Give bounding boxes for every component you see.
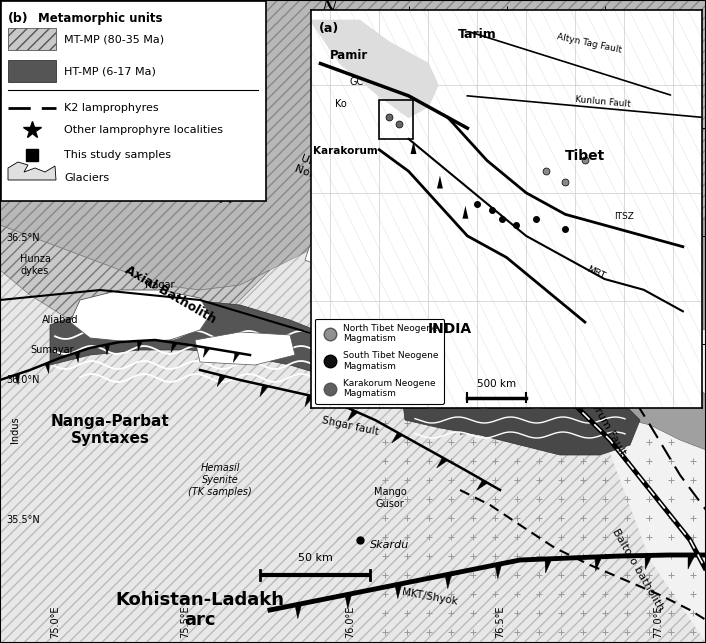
Bar: [379, 100, 414, 139]
Text: Tarim: Tarim: [457, 28, 496, 41]
Text: Glaciers: Glaciers: [64, 173, 109, 183]
Text: 76.5°E: 76.5°E: [495, 606, 505, 638]
Text: Karakorum Fault: Karakorum Fault: [573, 373, 627, 457]
Text: Other lamprophyre localities: Other lamprophyre localities: [64, 125, 223, 135]
Polygon shape: [311, 21, 438, 118]
Polygon shape: [445, 574, 452, 589]
Bar: [8, 60, 56, 82]
Polygon shape: [316, 25, 344, 80]
Text: Hemasil
Syenite
(TK samples): Hemasil Syenite (TK samples): [188, 464, 252, 496]
Text: Karakorum: Karakorum: [313, 146, 377, 156]
Legend: North Tibet Neogene
Magmatism, South Tibet Neogene
Magmatism, Karakorum Neogene
: North Tibet Neogene Magmatism, South Tib…: [315, 318, 444, 404]
Text: HT-MP (6-17 Ma): HT-MP (6-17 Ma): [64, 66, 156, 76]
Text: (a): (a): [318, 22, 339, 35]
Text: undifferentiated
tibetan
crust: undifferentiated tibetan crust: [552, 264, 668, 307]
Text: This study samples: This study samples: [64, 150, 171, 160]
Polygon shape: [295, 604, 302, 619]
Polygon shape: [15, 374, 20, 385]
Text: BD109: BD109: [376, 359, 406, 368]
Text: Metamorphic units: Metamorphic units: [38, 12, 162, 25]
Text: ITSZ: ITSZ: [614, 212, 634, 221]
Text: Altyn Tag Fault: Altyn Tag Fault: [556, 32, 622, 55]
Text: BD52: BD52: [456, 359, 480, 368]
Polygon shape: [462, 206, 468, 219]
Polygon shape: [400, 375, 640, 455]
Polygon shape: [392, 433, 402, 443]
Text: 75.0°E: 75.0°E: [50, 606, 60, 638]
Text: 75.5°E: 75.5°E: [180, 605, 190, 638]
Text: Aliabad: Aliabad: [42, 315, 78, 325]
Polygon shape: [195, 332, 295, 365]
Text: BD83: BD83: [511, 361, 535, 370]
Polygon shape: [347, 410, 358, 421]
Text: Axial Batholith: Axial Batholith: [122, 264, 218, 327]
Text: BD91: BD91: [476, 341, 501, 350]
Polygon shape: [305, 395, 313, 407]
Polygon shape: [395, 584, 402, 599]
Polygon shape: [495, 564, 502, 579]
Text: Baltoro batholith: Baltoro batholith: [611, 527, 666, 613]
Polygon shape: [345, 593, 352, 609]
Text: 36.5°N: 36.5°N: [6, 233, 40, 243]
Polygon shape: [0, 225, 270, 350]
Text: K2 lamprophyres: K2 lamprophyres: [64, 103, 159, 113]
Text: Nanga-Parbat
Syntaxes: Nanga-Parbat Syntaxes: [51, 414, 169, 446]
Text: BD79: BD79: [506, 321, 530, 330]
Polygon shape: [138, 341, 143, 351]
Polygon shape: [50, 300, 650, 418]
Polygon shape: [411, 141, 417, 154]
Text: Mango
Gusor: Mango Gusor: [373, 487, 407, 509]
Polygon shape: [316, 25, 330, 80]
Polygon shape: [0, 0, 706, 290]
Polygon shape: [234, 352, 240, 363]
Polygon shape: [203, 347, 210, 358]
Polygon shape: [305, 240, 360, 268]
Polygon shape: [311, 10, 702, 408]
Text: Ko: Ko: [335, 98, 347, 109]
Text: Tibet: Tibet: [566, 149, 606, 163]
Polygon shape: [380, 265, 420, 288]
Polygon shape: [437, 176, 443, 188]
Polygon shape: [70, 290, 210, 342]
Text: Shgar fault: Shgar fault: [321, 415, 379, 437]
FancyBboxPatch shape: [1, 1, 266, 201]
Polygon shape: [688, 555, 695, 569]
Polygon shape: [645, 556, 652, 570]
Polygon shape: [171, 343, 177, 352]
Polygon shape: [380, 0, 706, 643]
Text: Sumayar: Sumayar: [30, 345, 73, 355]
Text: Kohistan-Ladakh
arc: Kohistan-Ladakh arc: [116, 591, 285, 629]
Text: Kunlun Fault: Kunlun Fault: [575, 95, 631, 109]
Polygon shape: [217, 375, 226, 386]
Text: MKT/Shyok: MKT/Shyok: [401, 587, 459, 607]
Text: GC: GC: [350, 77, 364, 87]
Text: Indus: Indus: [10, 417, 20, 443]
Text: MBT: MBT: [585, 265, 606, 281]
Text: 36.0°N: 36.0°N: [6, 375, 40, 385]
Polygon shape: [380, 195, 706, 330]
Text: 76.0°E: 76.0°E: [345, 606, 355, 638]
Text: MT-MP (80-35 Ma): MT-MP (80-35 Ma): [64, 34, 164, 44]
Text: $\mathcal{N}$: $\mathcal{N}$: [317, 0, 343, 17]
Polygon shape: [545, 559, 552, 573]
Polygon shape: [260, 385, 268, 397]
Polygon shape: [105, 344, 110, 355]
Polygon shape: [75, 352, 80, 363]
Text: Pamir: Pamir: [330, 50, 369, 62]
Text: Undifferentiated
North Karakorum
crust: Undifferentiated North Karakorum crust: [289, 153, 390, 217]
Text: Skardu: Skardu: [370, 540, 409, 550]
Polygon shape: [8, 162, 56, 180]
Text: BD45: BD45: [401, 336, 426, 345]
Polygon shape: [455, 345, 510, 378]
Polygon shape: [595, 557, 602, 571]
Polygon shape: [45, 362, 49, 374]
Polygon shape: [316, 80, 344, 118]
Text: 77.0°E: 77.0°E: [653, 606, 663, 638]
Polygon shape: [477, 480, 488, 491]
Polygon shape: [460, 335, 706, 450]
Bar: [8, 28, 56, 50]
Text: 500 km: 500 km: [477, 379, 516, 389]
Text: INDIA: INDIA: [428, 322, 472, 336]
